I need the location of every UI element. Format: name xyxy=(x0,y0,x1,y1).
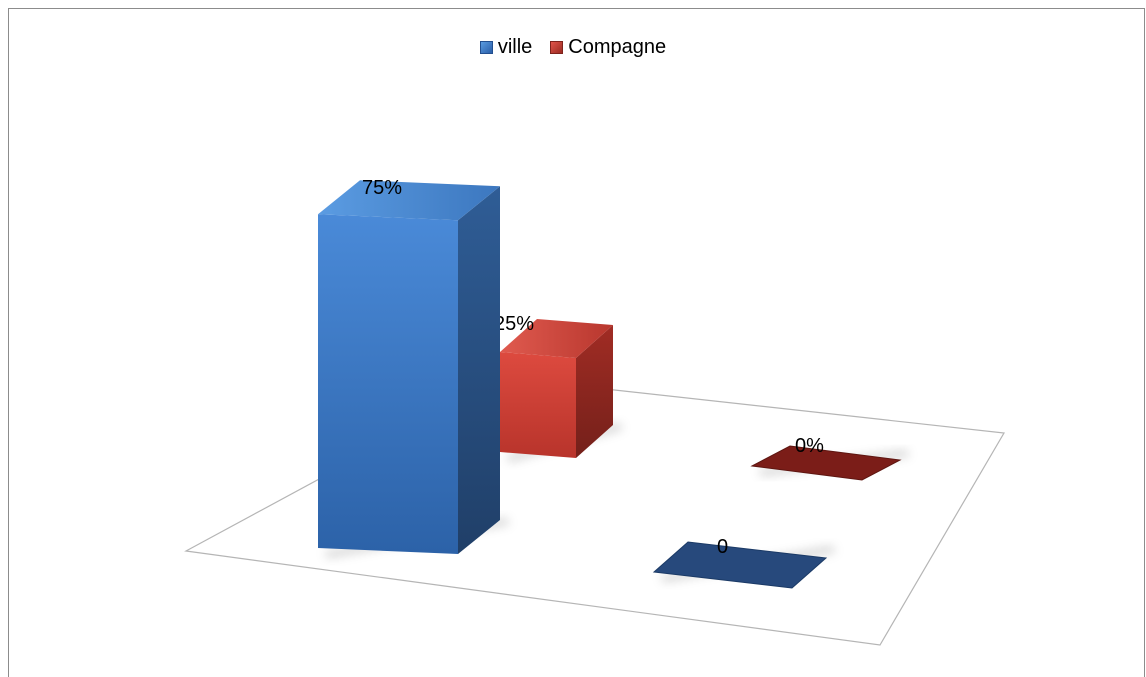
bar-ville-0-front xyxy=(318,214,458,554)
bar-ville-1-label: 0 xyxy=(717,536,728,558)
bar-ville-0-side xyxy=(458,186,500,554)
legend-label-ville: ville xyxy=(497,36,533,58)
bar-compagne-0-label: 25% xyxy=(494,313,534,335)
bar-compagne-0-front xyxy=(500,352,576,458)
bar-compagne-0-side xyxy=(576,325,613,458)
bar-ville-0-top xyxy=(318,180,500,221)
bar-compagne-0-top xyxy=(500,319,613,358)
legend-swatch-ville xyxy=(479,41,493,54)
bar-compagne-1 xyxy=(750,445,902,481)
legend-swatch-compagne xyxy=(550,41,564,54)
chart-legend: ville Compagne xyxy=(0,36,1146,59)
legend-item-ville: ville xyxy=(479,36,533,59)
legend-label-compagne: Compagne xyxy=(568,36,667,58)
legend-item-compagne: Compagne xyxy=(550,36,666,59)
bar-ville-0-label: 75% xyxy=(362,177,402,199)
bar-compagne-1-label: 0% xyxy=(795,435,824,457)
bar-ville-1 xyxy=(652,541,828,589)
